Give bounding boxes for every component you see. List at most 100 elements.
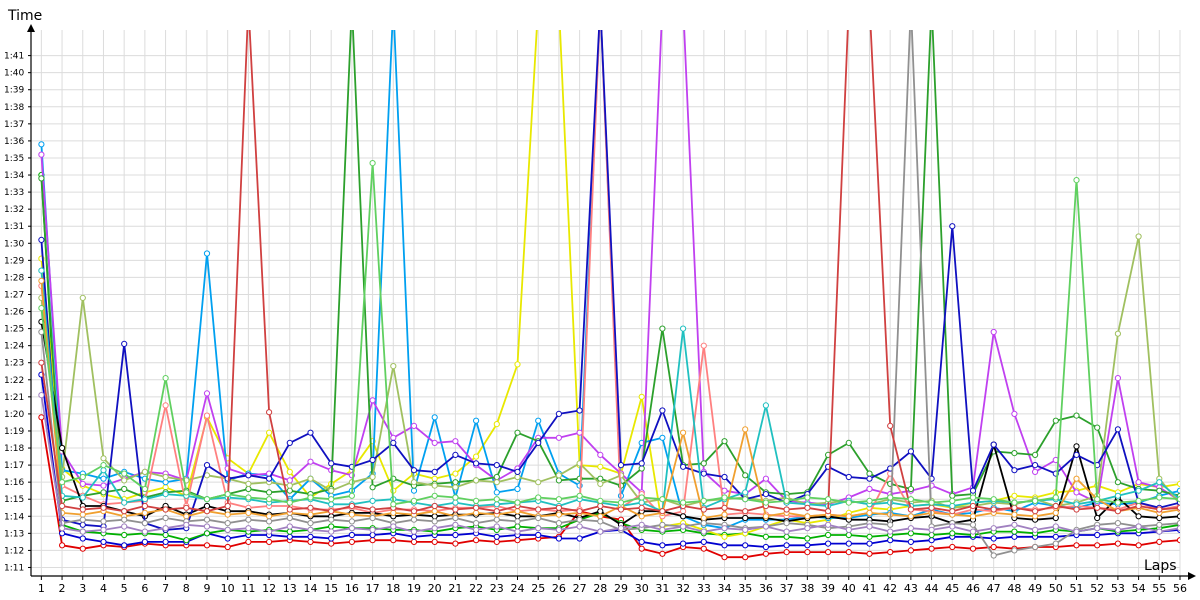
series-point — [1011, 547, 1018, 554]
series-point — [203, 508, 211, 515]
series-point — [1011, 511, 1018, 518]
series-point — [742, 496, 749, 503]
series-point — [804, 542, 811, 549]
series-point — [390, 434, 397, 441]
series-point — [762, 550, 770, 557]
series-line — [40, 30, 1180, 513]
series-point — [845, 540, 852, 547]
series-point — [203, 390, 211, 397]
series-point — [990, 535, 997, 542]
x-tick-label: 27 — [573, 582, 587, 595]
series-point — [348, 538, 355, 546]
series-point — [866, 475, 873, 482]
series-point — [59, 502, 66, 510]
series-point — [659, 434, 666, 441]
series-point — [721, 511, 728, 518]
series-point — [162, 506, 169, 513]
series-point — [141, 485, 148, 493]
y-tick-label: 1:23 — [4, 359, 24, 369]
x-tick-label: 42 — [883, 582, 897, 595]
series-point — [245, 480, 252, 487]
series-point — [700, 528, 707, 535]
series-point — [535, 417, 542, 424]
series-point — [266, 513, 273, 520]
series-point — [1011, 521, 1018, 528]
series-point — [907, 506, 915, 513]
series-point — [79, 535, 86, 542]
series-point — [659, 508, 666, 515]
series-point — [369, 473, 376, 481]
y-tick-label: 1:14 — [4, 512, 24, 522]
series-point — [452, 521, 459, 528]
series-point — [493, 538, 500, 546]
series-point — [762, 499, 770, 506]
series-point — [514, 499, 521, 506]
series-point — [1114, 540, 1122, 547]
series-point — [804, 494, 811, 501]
series-point — [804, 513, 811, 520]
series-point — [990, 525, 997, 532]
series-point — [203, 502, 211, 510]
x-tick-label: 2 — [59, 582, 66, 595]
y-tick-label: 1:29 — [4, 256, 24, 266]
series-point — [680, 429, 687, 436]
series-point — [1094, 514, 1101, 522]
series-point — [1176, 537, 1180, 544]
series-point — [431, 502, 438, 510]
series-point — [1156, 479, 1163, 486]
x-tick-label: 37 — [780, 582, 794, 595]
x-tick-label: 15 — [324, 582, 338, 595]
series-point — [369, 160, 376, 167]
series-point — [680, 463, 687, 470]
series-point — [783, 528, 790, 535]
series-point — [907, 485, 915, 493]
series-point — [928, 537, 935, 544]
series-point — [700, 514, 707, 522]
series-point — [38, 277, 45, 284]
x-tick-label: 6 — [141, 582, 148, 595]
y-tick-label: 1:37 — [4, 120, 24, 130]
series-point — [866, 533, 873, 540]
x-tick-label: 5 — [121, 582, 128, 595]
series-point — [638, 499, 645, 506]
series-point — [804, 525, 811, 532]
series-point — [431, 538, 438, 546]
series-point — [887, 528, 894, 535]
x-tick-label: 55 — [1152, 582, 1166, 595]
series-point — [617, 462, 625, 469]
series-point — [1176, 504, 1180, 511]
y-tick-label: 1:30 — [4, 239, 24, 249]
series-point — [224, 543, 231, 551]
series-point — [928, 526, 935, 534]
series-point — [1052, 540, 1059, 547]
series-point — [410, 479, 418, 486]
series-point — [59, 542, 66, 549]
series-point — [514, 429, 521, 436]
series-point — [1052, 533, 1059, 540]
y-tick-label: 1:22 — [4, 376, 24, 386]
series-point — [452, 479, 459, 486]
series-point — [907, 530, 915, 537]
x-tick-label: 33 — [697, 582, 711, 595]
series-point — [1094, 496, 1101, 503]
series-point — [742, 554, 749, 561]
series-point — [845, 513, 852, 520]
series-point — [887, 549, 894, 556]
series-point — [700, 520, 707, 527]
series-point — [452, 540, 459, 547]
series-point — [1135, 542, 1142, 549]
series-point — [162, 514, 169, 522]
x-tick-label: 39 — [821, 582, 835, 595]
series-point — [452, 499, 459, 506]
series-point — [514, 473, 521, 481]
series-point — [162, 473, 169, 481]
series-layer — [38, 30, 1180, 561]
series-point — [348, 531, 355, 539]
series-point — [121, 523, 128, 530]
x-tick-label: 1 — [38, 582, 45, 595]
series-point — [845, 526, 852, 534]
y-tick-label: 1:21 — [4, 393, 24, 403]
series-point — [1114, 479, 1122, 486]
